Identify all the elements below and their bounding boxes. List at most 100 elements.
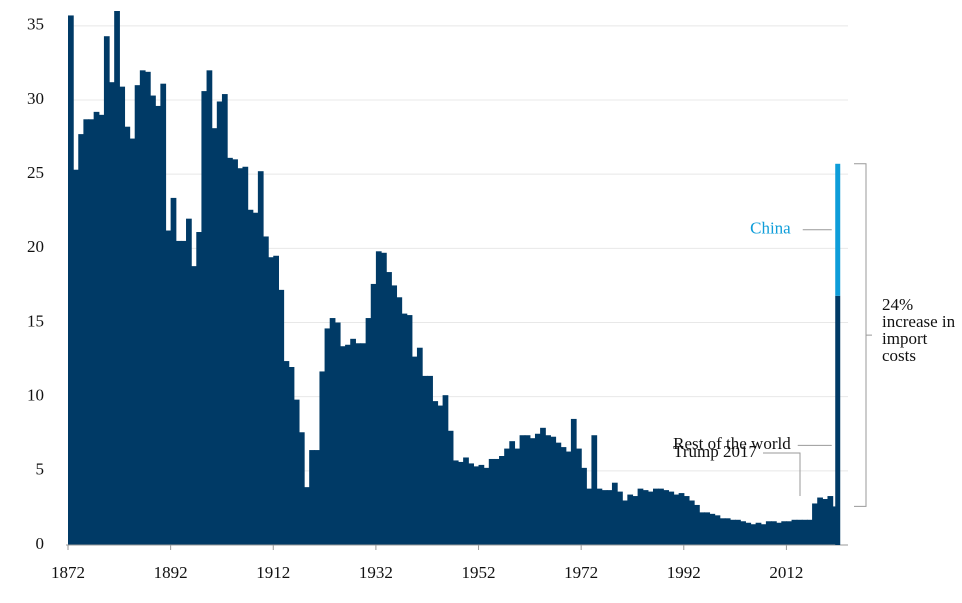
y-tick-label: 15	[27, 311, 44, 330]
area-step	[776, 522, 782, 545]
area-step	[678, 493, 685, 545]
annotation-line	[763, 452, 801, 496]
area-step	[304, 487, 310, 545]
area-step	[488, 458, 495, 545]
area-step	[663, 490, 669, 545]
x-tick-label: 1972	[564, 563, 598, 582]
area-step	[180, 240, 187, 545]
area-step	[298, 432, 305, 545]
area-step	[232, 159, 238, 546]
area-step	[709, 513, 716, 545]
area-step	[355, 343, 362, 545]
y-tick-label: 35	[27, 15, 44, 34]
area-step	[191, 266, 197, 545]
area-step	[129, 138, 136, 546]
area-step	[124, 126, 131, 545]
area-step	[103, 36, 110, 545]
area-step	[211, 128, 218, 545]
area-step	[170, 197, 177, 545]
area-step	[781, 521, 788, 545]
area-step	[406, 315, 413, 545]
area-step	[257, 171, 264, 545]
area-step	[401, 313, 408, 545]
area-step	[540, 427, 546, 545]
x-tick-label: 2012	[769, 563, 803, 582]
x-tick-label: 1992	[667, 563, 701, 582]
bracket	[854, 163, 872, 507]
area-step	[411, 356, 418, 545]
area-step	[586, 488, 593, 545]
area-step	[329, 318, 336, 545]
area-step	[827, 496, 834, 545]
y-tick-label: 5	[36, 460, 45, 479]
area-step	[653, 488, 659, 545]
area-step	[452, 460, 459, 545]
area-step	[611, 482, 618, 545]
area-step	[391, 285, 398, 545]
area-step	[458, 461, 464, 545]
area-step	[704, 512, 711, 545]
area-step	[68, 15, 74, 545]
area-step	[745, 522, 752, 545]
area-step	[165, 230, 172, 546]
area-step	[221, 94, 228, 546]
area-step	[319, 371, 326, 545]
area-step	[427, 375, 433, 545]
area-step	[437, 405, 444, 545]
area-step	[155, 105, 161, 545]
area-step	[88, 119, 95, 546]
y-tick-label: 25	[27, 163, 44, 182]
area-step	[801, 519, 808, 545]
area-step	[339, 346, 346, 545]
area-step	[504, 448, 510, 545]
area-step	[201, 91, 208, 545]
series-label: China	[750, 219, 791, 238]
area-step	[493, 458, 500, 545]
area-step	[350, 338, 356, 545]
area-step	[473, 466, 480, 545]
area-step	[622, 500, 628, 545]
area-step	[447, 430, 454, 545]
area-step	[740, 521, 746, 545]
area-step	[576, 448, 582, 545]
area-step	[499, 456, 505, 545]
area-step	[534, 433, 541, 545]
area-step	[724, 518, 731, 545]
area-step	[242, 166, 249, 545]
area-step	[150, 95, 156, 546]
y-tick-label: 30	[27, 89, 44, 108]
area-step	[334, 322, 341, 545]
area-step	[360, 343, 367, 545]
area-step	[617, 491, 623, 545]
area-step	[114, 11, 120, 545]
x-tick-label: 1912	[256, 563, 290, 582]
area-step	[309, 450, 315, 545]
area-step	[632, 496, 639, 545]
area-step	[765, 521, 772, 545]
area-step	[796, 519, 803, 545]
area-step	[196, 232, 203, 545]
area-step	[514, 448, 521, 545]
area-step	[78, 134, 84, 545]
area-step	[370, 283, 377, 545]
area-step	[750, 524, 757, 545]
area-step	[134, 85, 141, 546]
area-step	[668, 491, 675, 545]
area-step	[791, 519, 798, 545]
y-tick-label: 10	[27, 386, 44, 405]
area-step	[442, 395, 449, 545]
x-tick-label: 1892	[154, 563, 188, 582]
area-step	[606, 490, 613, 545]
area-step	[550, 436, 557, 545]
area-step	[683, 496, 690, 545]
area-step	[755, 522, 762, 545]
area-step	[694, 504, 700, 545]
area-step	[627, 494, 634, 545]
area-step	[83, 119, 90, 546]
area-step	[263, 236, 269, 545]
y-tick-label: 0	[36, 534, 45, 553]
area-step	[278, 289, 285, 545]
area-step	[396, 297, 403, 545]
area-step	[237, 168, 244, 545]
